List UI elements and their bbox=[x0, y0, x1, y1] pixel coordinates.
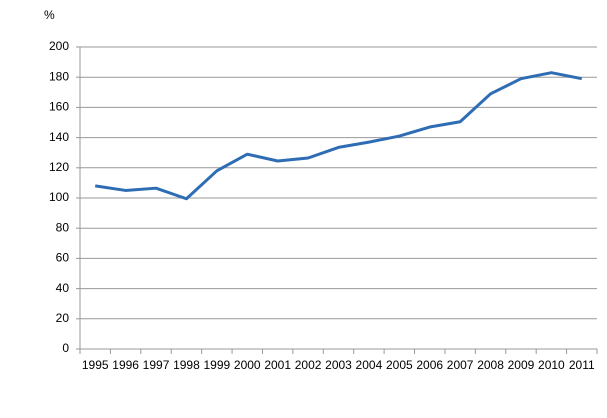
y-tick-label: 100 bbox=[49, 190, 69, 204]
x-tick-label: 2004 bbox=[356, 358, 383, 372]
x-tick-label: 2002 bbox=[295, 358, 322, 372]
y-tick-label: 40 bbox=[56, 281, 70, 295]
y-tick-label: 120 bbox=[49, 160, 69, 174]
x-tick-label: 2011 bbox=[569, 358, 595, 372]
x-tick-label: 2007 bbox=[447, 358, 474, 372]
y-tick-label: 140 bbox=[49, 130, 69, 144]
y-tick-label: 0 bbox=[62, 341, 69, 355]
x-tick-label: 2005 bbox=[386, 358, 413, 372]
x-tick-label: 2001 bbox=[264, 358, 291, 372]
x-tick-label: 2003 bbox=[325, 358, 352, 372]
y-tick-label: 180 bbox=[49, 69, 69, 83]
x-tick-label: 1998 bbox=[173, 358, 200, 372]
y-tick-label: 200 bbox=[49, 39, 69, 53]
x-tick-label: 2000 bbox=[234, 358, 261, 372]
x-tick-label: 1995 bbox=[82, 358, 109, 372]
x-tick-label: 1996 bbox=[112, 358, 139, 372]
data-line bbox=[94, 71, 583, 201]
x-tick-label: 1997 bbox=[143, 358, 170, 372]
y-tick-label: 160 bbox=[49, 100, 69, 114]
x-tick-label: 2008 bbox=[477, 358, 504, 372]
x-tick-label: 2010 bbox=[538, 358, 565, 372]
x-tick-label: 1999 bbox=[204, 358, 231, 372]
y-axis-unit: % bbox=[44, 8, 55, 22]
x-tick-label: 2009 bbox=[508, 358, 535, 372]
x-tick-label: 2006 bbox=[416, 358, 443, 372]
y-tick-label: 80 bbox=[56, 220, 70, 234]
y-tick-label: 60 bbox=[56, 251, 70, 265]
y-tick-label: 20 bbox=[56, 311, 70, 325]
